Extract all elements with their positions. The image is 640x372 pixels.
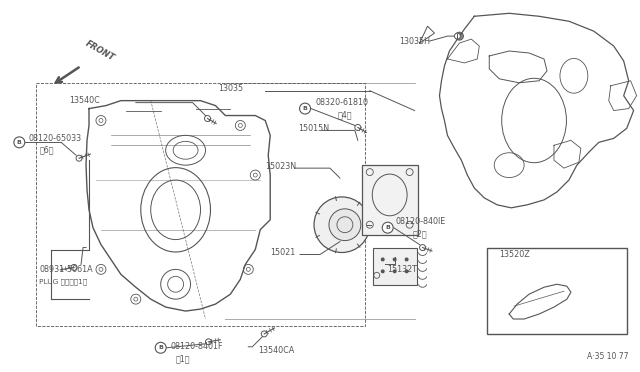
Circle shape [404,257,408,262]
Text: （6）: （6） [39,146,54,155]
Text: B: B [385,225,390,230]
Circle shape [382,222,393,233]
Text: 13540C: 13540C [69,96,100,105]
Circle shape [329,209,361,241]
Circle shape [71,264,77,270]
Text: 13035H: 13035H [399,36,431,46]
Text: （2）: （2） [413,229,428,238]
Circle shape [355,125,361,131]
Text: 08931-5061A: 08931-5061A [39,265,93,274]
Circle shape [76,155,82,161]
Circle shape [300,103,310,114]
Text: 13540CA: 13540CA [259,346,294,355]
Text: B: B [17,140,22,145]
Text: PLUG プラグ（1）: PLUG プラグ（1） [39,278,88,285]
Circle shape [205,116,211,122]
Text: 13035: 13035 [218,84,244,93]
Circle shape [314,197,370,253]
Text: 15132T: 15132T [387,265,417,274]
Text: （1）: （1） [175,354,190,363]
Text: 08320-61810: 08320-61810 [315,98,368,107]
Circle shape [14,137,25,148]
Circle shape [420,244,426,250]
Circle shape [404,269,408,273]
Circle shape [381,269,385,273]
Text: 08120-8401F: 08120-8401F [171,342,223,351]
Circle shape [393,269,397,273]
Text: 13520Z: 13520Z [499,250,530,259]
Text: 08120-840IE: 08120-840IE [396,217,446,226]
Circle shape [205,339,211,345]
Text: 〈4〉: 〈4〉 [338,110,353,119]
Text: 15021: 15021 [270,248,296,257]
Circle shape [156,342,166,353]
Text: B: B [158,345,163,350]
Circle shape [381,257,385,262]
Text: 08120-65033: 08120-65033 [28,134,81,143]
Text: FRONT: FRONT [84,39,116,63]
Circle shape [261,331,268,337]
Circle shape [456,32,463,40]
Text: B: B [303,106,307,111]
Text: 15023N: 15023N [265,162,296,171]
Bar [487,247,627,334]
Circle shape [393,257,397,262]
Circle shape [454,33,460,39]
Text: 15015N: 15015N [298,124,329,133]
Bar [362,165,417,235]
Bar [36,83,365,326]
Bar [372,247,417,285]
Text: A·35 10 77: A·35 10 77 [587,352,628,361]
